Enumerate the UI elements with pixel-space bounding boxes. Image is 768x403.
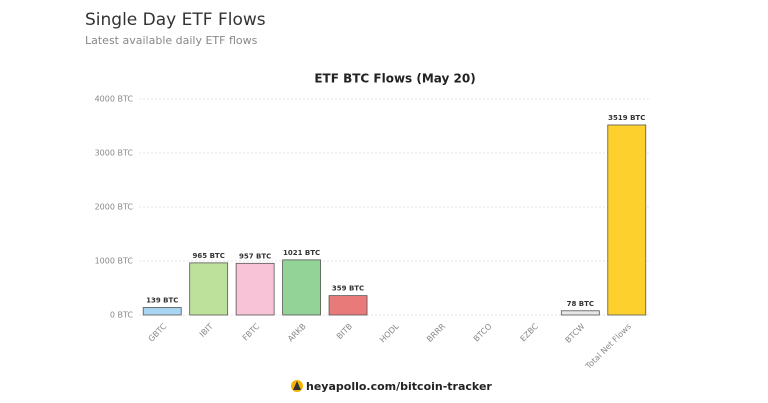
y-tick-label: 4000 BTC <box>95 95 134 104</box>
x-tick-label: EZBC <box>519 322 541 344</box>
x-tick-label: IBIT <box>198 322 215 339</box>
x-tick-label: ARKB <box>286 322 308 344</box>
value-label: 965 BTC <box>193 252 225 260</box>
y-tick-label: 1000 BTC <box>95 257 134 266</box>
x-tick-label: BRRR <box>425 322 447 344</box>
value-label: 359 BTC <box>332 285 364 293</box>
y-tick-label: 3000 BTC <box>95 149 134 158</box>
footer-link[interactable]: heyapollo.com/bitcoin-tracker <box>306 380 492 393</box>
y-tick-label: 0 BTC <box>110 311 134 320</box>
bar <box>282 259 321 316</box>
x-tick-label: HODL <box>378 321 401 344</box>
x-tick-label: BTCW <box>564 322 587 345</box>
y-tick-label: 2000 BTC <box>95 203 134 212</box>
plot: 0 BTC 1000 BTC 2000 BTC 3000 BTC 4000 BTC 139… <box>95 95 650 372</box>
x-tick-label: BTCO <box>472 322 494 344</box>
bar <box>235 262 275 316</box>
value-label: 1021 BTC <box>283 249 320 257</box>
value-label: 139 BTC <box>146 296 178 304</box>
bar <box>328 295 368 316</box>
logo-mark <box>293 381 301 390</box>
x-tick-label: BITB <box>335 322 354 341</box>
value-label: 957 BTC <box>239 252 271 260</box>
bar <box>560 310 600 316</box>
bar <box>142 307 182 316</box>
x-tick-label: GBTC <box>147 322 169 344</box>
page-subtitle: Latest available daily ETF flows <box>85 34 258 47</box>
bar <box>189 262 229 316</box>
bar <box>607 124 647 316</box>
page-title: Single Day ETF Flows <box>85 10 266 30</box>
chart-title: ETF BTC Flows (May 20) <box>314 72 475 86</box>
x-tick-label: Total Net Flows <box>583 322 633 372</box>
value-label: 3519 BTC <box>608 114 645 122</box>
value-label: 78 BTC <box>567 300 594 308</box>
x-tick-label: FBTC <box>241 322 262 343</box>
